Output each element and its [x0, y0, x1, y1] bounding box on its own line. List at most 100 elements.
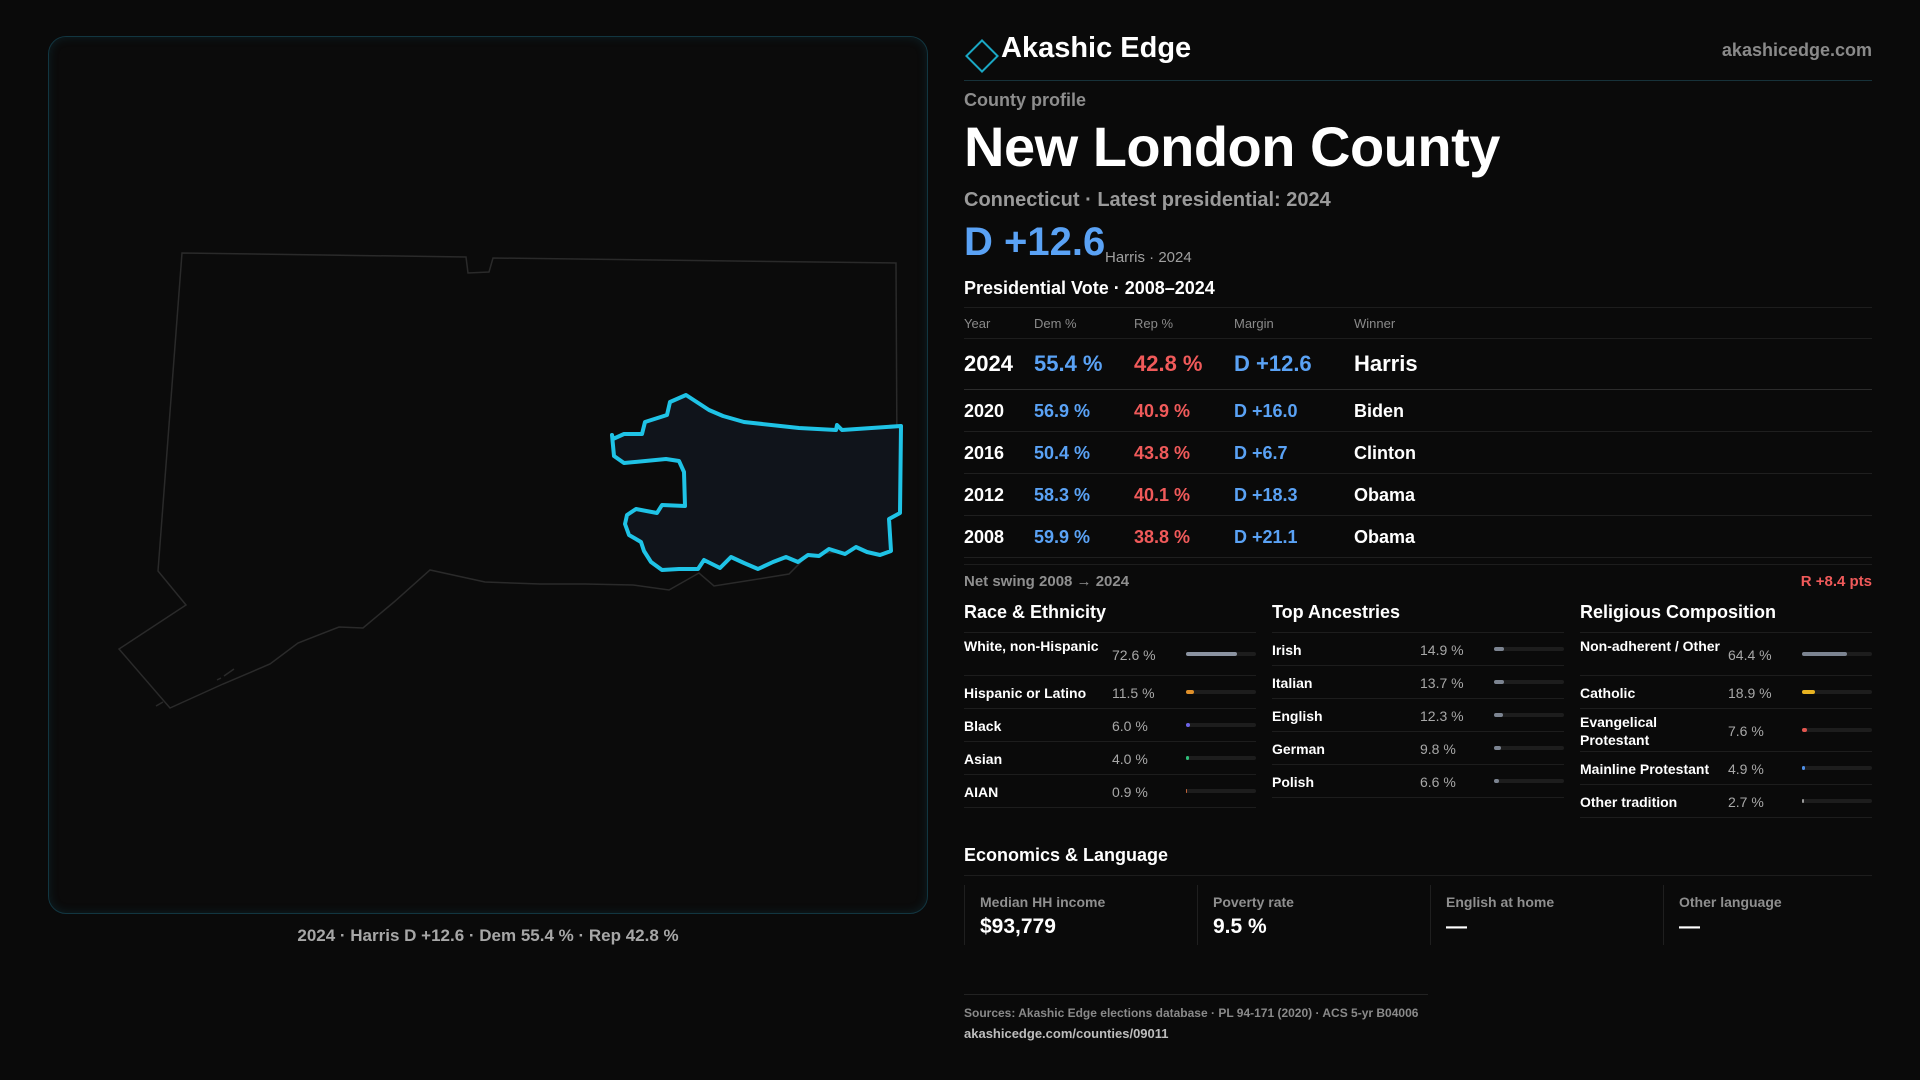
list-item: Non-adherent / Other 64.4 %	[1580, 633, 1872, 676]
headline-margin: D +12.6	[964, 220, 1106, 264]
race-bar	[1186, 789, 1256, 793]
county-highlight[interactable]	[610, 393, 903, 572]
list-item: English 12.3 %	[1272, 699, 1564, 732]
brand-url-link[interactable]: akashicedge.com	[1721, 40, 1872, 60]
econ-cell-other-language: Other language —	[1663, 885, 1884, 945]
ancestry-bar-fill	[1494, 746, 1501, 750]
ancestry-bar	[1494, 713, 1564, 717]
race-value: 72.6 %	[1112, 647, 1156, 663]
race-bar-fill	[1186, 789, 1188, 793]
religion-title: Religious Composition	[1580, 602, 1872, 633]
list-item: White, non-Hispanic 72.6 %	[964, 633, 1256, 676]
cell-margin: D +12.6	[1234, 351, 1312, 376]
brand-name[interactable]: Akashic Edge	[1001, 32, 1192, 64]
race-label: AIAN	[964, 784, 999, 800]
cell-margin: D +16.0	[1234, 401, 1298, 421]
list-item: Polish 6.6 %	[1272, 765, 1564, 798]
list-item: German 9.8 %	[1272, 732, 1564, 765]
religion-label: Mainline Protestant	[1580, 761, 1710, 777]
economics-title: Economics & Language	[964, 845, 1872, 876]
cell-winner: Biden	[1354, 401, 1405, 421]
cell-rep: 43.8 %	[1134, 443, 1191, 463]
race-title: Race & Ethnicity	[964, 602, 1256, 633]
header-dem: Dem %	[1034, 316, 1077, 331]
list-item: Evangelical Protestant 7.6 %	[1580, 709, 1872, 752]
religion-value: 4.9 %	[1728, 761, 1764, 777]
map-caption: 2024 · Harris D +12.6 · Dem 55.4 % · Rep…	[297, 926, 679, 945]
vote-table: Year Dem % Rep % Margin Winner 2024 55.4…	[964, 307, 1872, 558]
header-rep: Rep %	[1134, 316, 1174, 331]
header-margin: Margin	[1234, 316, 1274, 331]
ancestry-bar-fill	[1494, 713, 1503, 717]
ancestry-bar	[1494, 647, 1564, 651]
race-bar	[1186, 756, 1256, 760]
religion-bar-fill	[1802, 766, 1806, 770]
sources-text: Sources: Akashic Edge elections database…	[964, 1006, 1419, 1020]
map-panel[interactable]	[48, 36, 928, 914]
ancestry-value: 14.9 %	[1420, 642, 1464, 658]
religion-label: Non-adherent / Other	[1580, 638, 1721, 654]
diamond-logo-icon	[965, 39, 999, 73]
race-value: 6.0 %	[1112, 718, 1148, 734]
list-item: Irish 14.9 %	[1272, 633, 1564, 666]
ancestry-label: English	[1272, 708, 1323, 724]
ancestry-bar-fill	[1494, 680, 1504, 684]
ancestry-value: 6.6 %	[1420, 774, 1456, 790]
cell-rep: 42.8 %	[1134, 351, 1203, 376]
religion-section: Religious Composition Non-adherent / Oth…	[1580, 602, 1872, 818]
religion-bar-fill	[1802, 652, 1848, 656]
state-map[interactable]	[49, 37, 929, 915]
religion-bar	[1802, 728, 1872, 732]
econ-label: Other language	[1679, 894, 1782, 910]
cell-year: 2020	[964, 401, 1005, 421]
race-value: 11.5 %	[1112, 685, 1155, 701]
religion-value: 18.9 %	[1728, 685, 1772, 701]
ancestry-value: 13.7 %	[1420, 675, 1464, 691]
brand-header: Akashic Edge akashicedge.com	[964, 32, 1872, 81]
profile-eyebrow: County profile	[964, 90, 1086, 110]
race-bar-fill	[1186, 690, 1195, 694]
religion-bar	[1802, 766, 1872, 770]
table-row: 2016 50.4 % 43.8 % D +6.7 Clinton	[964, 432, 1872, 474]
race-label: Asian	[964, 751, 1003, 767]
ancestry-value: 12.3 %	[1420, 708, 1464, 724]
cell-winner: Obama	[1354, 527, 1416, 547]
net-swing-row: Net swing 2008 → 2024 R +8.4 pts	[964, 564, 1872, 595]
list-item: Asian 4.0 %	[964, 742, 1256, 775]
cell-year: 2016	[964, 443, 1005, 463]
religion-value: 2.7 %	[1728, 794, 1764, 810]
table-row: 2020 56.9 % 40.9 % D +16.0 Biden	[964, 390, 1872, 432]
cell-rep: 40.1 %	[1134, 485, 1191, 505]
econ-value: $93,779	[980, 915, 1056, 938]
cell-margin: D +21.1	[1234, 527, 1298, 547]
table-row: 2008 59.9 % 38.8 % D +21.1 Obama	[964, 516, 1872, 558]
ancestry-bar	[1494, 680, 1564, 684]
race-label: Black	[964, 718, 1002, 734]
cell-margin: D +6.7	[1234, 443, 1288, 463]
ancestry-label: Polish	[1272, 774, 1315, 790]
header-year: Year	[964, 316, 991, 331]
race-bar-fill	[1186, 756, 1189, 760]
headline-margin-note: Harris · 2024	[1105, 249, 1192, 266]
cell-winner: Harris	[1354, 351, 1418, 376]
race-label: White, non-Hispanic	[964, 638, 1099, 654]
ancestry-bar	[1494, 746, 1564, 750]
econ-value: —	[1679, 915, 1700, 938]
religion-value: 64.4 %	[1728, 647, 1772, 663]
religion-bar-fill	[1802, 690, 1816, 694]
sources-divider	[964, 994, 1428, 995]
cell-rep: 38.8 %	[1134, 527, 1191, 547]
sources-url-link[interactable]: akashicedge.com/counties/09011	[964, 1026, 1169, 1041]
cell-winner: Obama	[1354, 485, 1416, 505]
econ-label: Median HH income	[980, 894, 1106, 910]
ancestry-bar-fill	[1494, 647, 1505, 651]
cell-dem: 50.4 %	[1034, 443, 1091, 463]
cell-dem: 58.3 %	[1034, 485, 1091, 505]
list-item: Catholic 18.9 %	[1580, 676, 1872, 709]
ancestry-label: Irish	[1272, 642, 1302, 658]
race-section: Race & Ethnicity White, non-Hispanic 72.…	[964, 602, 1256, 808]
race-bar	[1186, 690, 1256, 694]
table-row: 2024 55.4 % 42.8 % D +12.6 Harris	[964, 339, 1872, 390]
econ-label: English at home	[1446, 894, 1555, 910]
vote-table-heading: Presidential Vote · 2008–2024	[964, 278, 1215, 298]
